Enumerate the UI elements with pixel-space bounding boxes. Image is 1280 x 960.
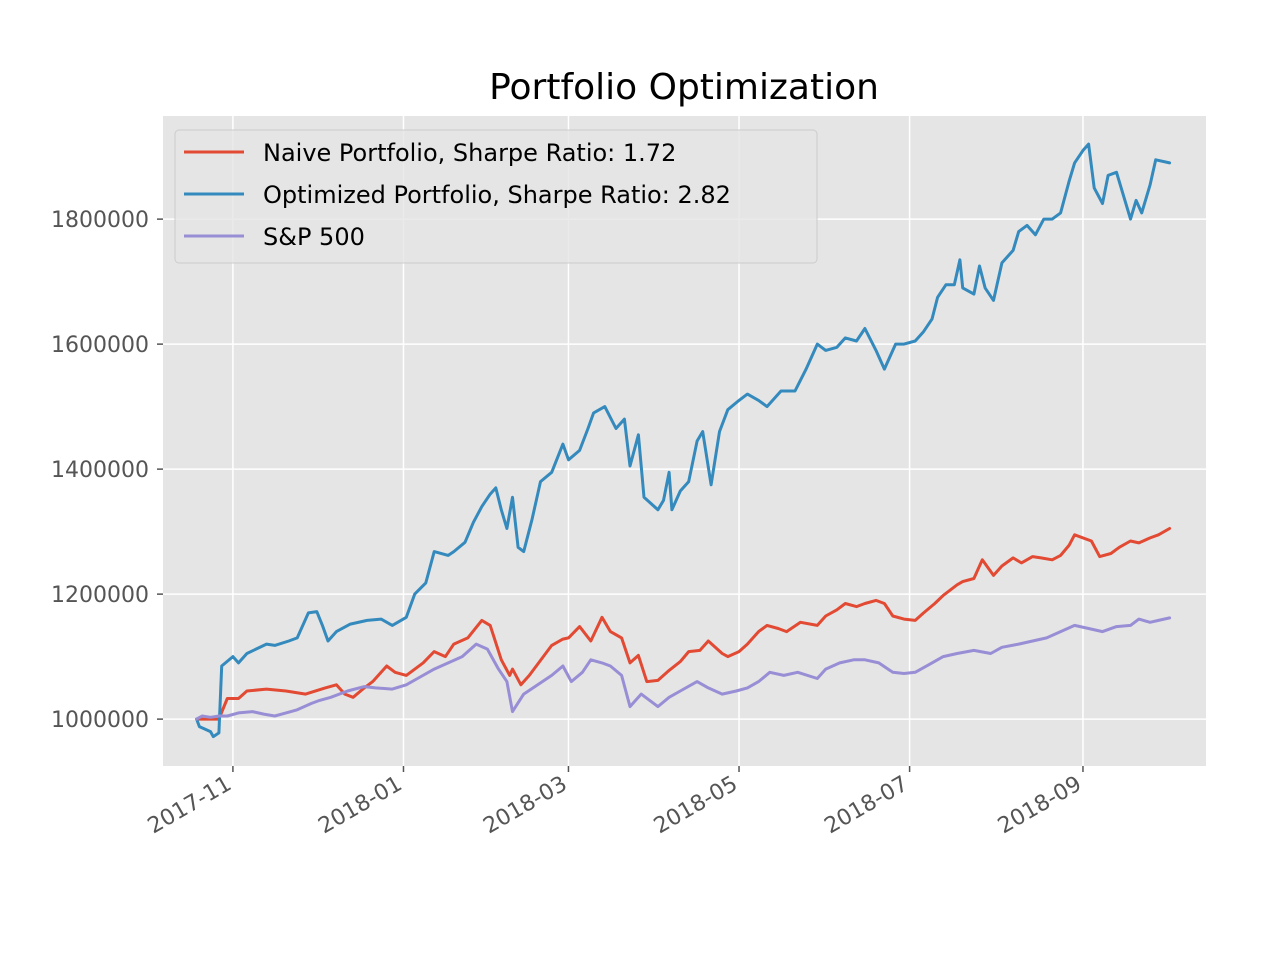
series-line-naive — [195, 527, 1172, 721]
y-tick-label: 1800000 — [51, 208, 149, 233]
legend-box — [174, 129, 818, 264]
chart-title: Portfolio Optimization — [489, 67, 879, 108]
series-lines — [195, 142, 1172, 739]
y-tick-label: 1400000 — [51, 458, 149, 483]
legend: Naive Portfolio, Sharpe Ratio: 1.72 Opti… — [174, 129, 818, 264]
legend-label-optimized: Optimized Portfolio, Sharpe Ratio: 2.82 — [263, 181, 731, 209]
legend-label-naive: Naive Portfolio, Sharpe Ratio: 1.72 — [263, 139, 676, 167]
y-tick-label: 1600000 — [51, 333, 149, 358]
legend-label-sp500: S&P 500 — [263, 223, 365, 251]
series-line-optimized — [195, 142, 1172, 739]
y-tick-label: 1000000 — [51, 708, 149, 733]
y-tick-label: 1200000 — [51, 583, 149, 608]
series-line-sp500 — [195, 616, 1172, 721]
